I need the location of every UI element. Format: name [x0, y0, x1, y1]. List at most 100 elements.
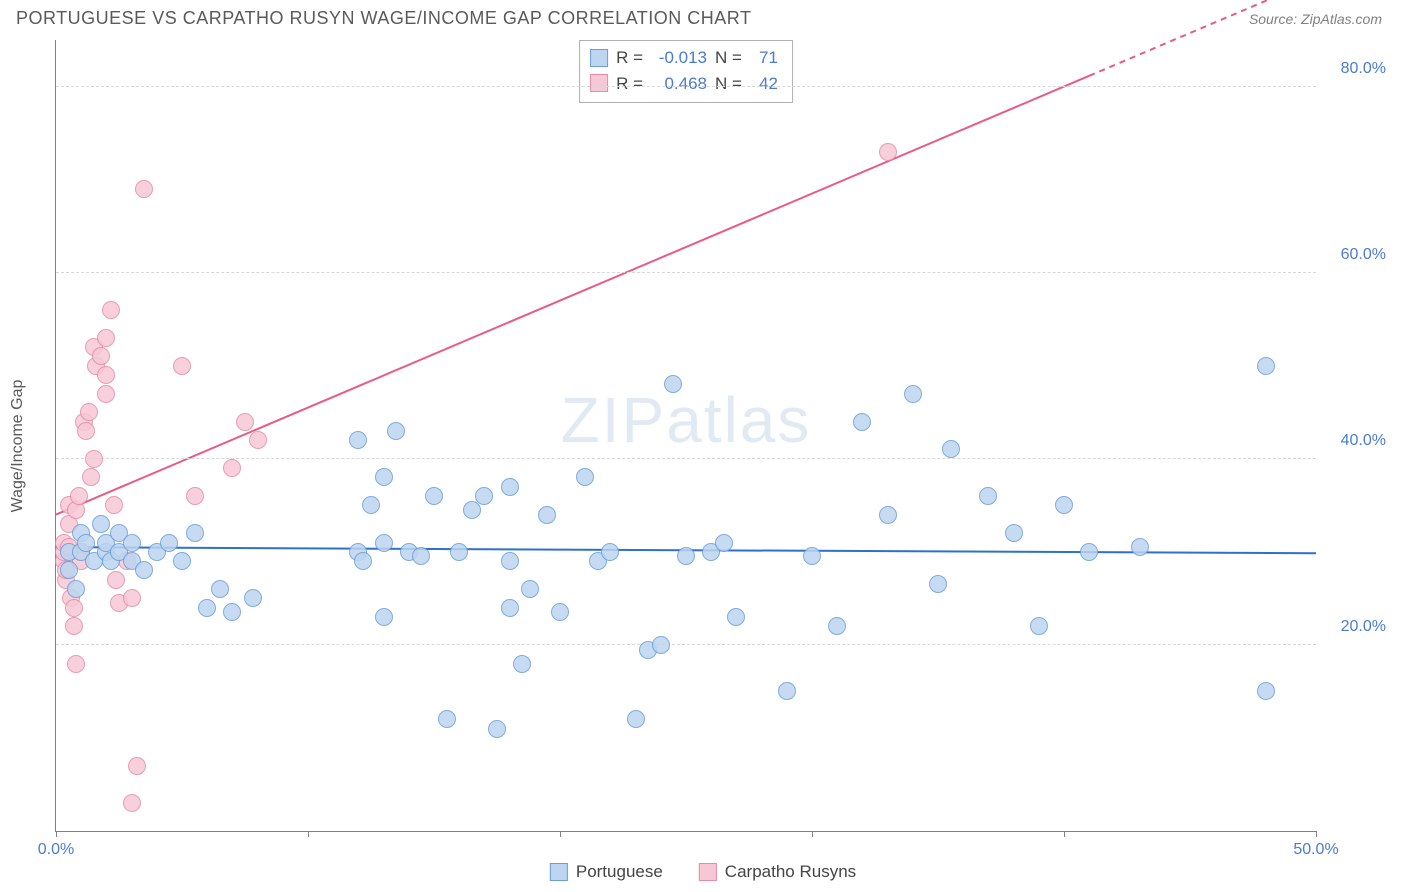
watermark: ZIPatlas [561, 383, 812, 457]
point-portuguese [211, 580, 229, 598]
r-label: R = [616, 45, 643, 71]
point-portuguese [375, 534, 393, 552]
point-portuguese [387, 422, 405, 440]
scatter-plot-area: ZIPatlas R = -0.013 N = 71 R = 0.468 N =… [55, 40, 1316, 832]
point-portuguese [1030, 617, 1048, 635]
point-portuguese [1257, 682, 1275, 700]
point-carpatho [97, 329, 115, 347]
trend-lines [56, 40, 1316, 831]
point-portuguese [677, 547, 695, 565]
x-tick [1316, 831, 1317, 837]
point-carpatho [80, 403, 98, 421]
point-portuguese [1131, 538, 1149, 556]
point-portuguese [354, 552, 372, 570]
source-prefix: Source: [1249, 11, 1301, 27]
point-carpatho [236, 413, 254, 431]
point-portuguese [425, 487, 443, 505]
legend-item-carpatho: Carpatho Rusyns [699, 862, 856, 882]
r-value-portuguese: -0.013 [651, 45, 707, 71]
point-portuguese [362, 496, 380, 514]
swatch-portuguese [590, 49, 608, 67]
point-portuguese [576, 468, 594, 486]
point-portuguese [92, 515, 110, 533]
point-carpatho [105, 496, 123, 514]
point-portuguese [349, 431, 367, 449]
n-label: N = [715, 45, 742, 71]
point-carpatho [186, 487, 204, 505]
point-carpatho [128, 757, 146, 775]
stats-row-portuguese: R = -0.013 N = 71 [590, 45, 778, 71]
x-tick-label: 50.0% [1293, 841, 1338, 859]
point-carpatho [123, 589, 141, 607]
point-carpatho [97, 366, 115, 384]
point-portuguese [601, 543, 619, 561]
point-portuguese [879, 506, 897, 524]
y-tick-label: 80.0% [1326, 60, 1386, 78]
gridline [56, 458, 1316, 459]
y-tick-label: 20.0% [1326, 618, 1386, 636]
y-tick-label: 40.0% [1326, 432, 1386, 450]
point-portuguese [123, 534, 141, 552]
series-legend: Portuguese Carpatho Rusyns [550, 862, 856, 882]
swatch-carpatho [699, 863, 717, 881]
point-carpatho [173, 357, 191, 375]
point-portuguese [223, 603, 241, 621]
point-portuguese [627, 710, 645, 728]
point-portuguese [652, 636, 670, 654]
source-name: ZipAtlas.com [1301, 11, 1382, 27]
point-portuguese [979, 487, 997, 505]
point-portuguese [521, 580, 539, 598]
point-portuguese [186, 524, 204, 542]
n-value-portuguese: 71 [750, 45, 778, 71]
point-portuguese [501, 552, 519, 570]
point-portuguese [450, 543, 468, 561]
point-portuguese [715, 534, 733, 552]
point-portuguese [160, 534, 178, 552]
y-axis-label: Wage/Income Gap [9, 380, 27, 513]
legend-label-portuguese: Portuguese [576, 862, 663, 882]
point-portuguese [538, 506, 556, 524]
stats-row-carpatho: R = 0.468 N = 42 [590, 71, 778, 97]
point-carpatho [879, 143, 897, 161]
point-portuguese [60, 561, 78, 579]
point-carpatho [85, 450, 103, 468]
n-value-carpatho: 42 [750, 71, 778, 97]
point-portuguese [513, 655, 531, 673]
x-tick [308, 831, 309, 837]
point-carpatho [249, 431, 267, 449]
chart-title: PORTUGUESE VS CARPATHO RUSYN WAGE/INCOME… [16, 8, 751, 29]
r-value-carpatho: 0.468 [651, 71, 707, 97]
point-portuguese [664, 375, 682, 393]
point-carpatho [70, 487, 88, 505]
point-carpatho [135, 180, 153, 198]
point-portuguese [551, 603, 569, 621]
point-portuguese [412, 547, 430, 565]
watermark-bold: ZIP [561, 384, 667, 456]
watermark-light: atlas [666, 384, 811, 456]
point-portuguese [1055, 496, 1073, 514]
x-tick [1064, 831, 1065, 837]
r-label: R = [616, 71, 643, 97]
point-portuguese [463, 501, 481, 519]
n-label: N = [715, 71, 742, 97]
point-portuguese [828, 617, 846, 635]
point-carpatho [82, 468, 100, 486]
point-portuguese [1080, 543, 1098, 561]
point-carpatho [97, 385, 115, 403]
point-carpatho [77, 422, 95, 440]
point-carpatho [65, 617, 83, 635]
x-tick [812, 831, 813, 837]
point-carpatho [223, 459, 241, 477]
legend-item-portuguese: Portuguese [550, 862, 663, 882]
point-portuguese [67, 580, 85, 598]
point-portuguese [501, 599, 519, 617]
point-portuguese [375, 608, 393, 626]
point-portuguese [1257, 357, 1275, 375]
point-portuguese [488, 720, 506, 738]
point-portuguese [198, 599, 216, 617]
point-portuguese [173, 552, 191, 570]
point-portuguese [77, 534, 95, 552]
y-tick-label: 60.0% [1326, 246, 1386, 264]
x-tick [56, 831, 57, 837]
point-carpatho [65, 599, 83, 617]
